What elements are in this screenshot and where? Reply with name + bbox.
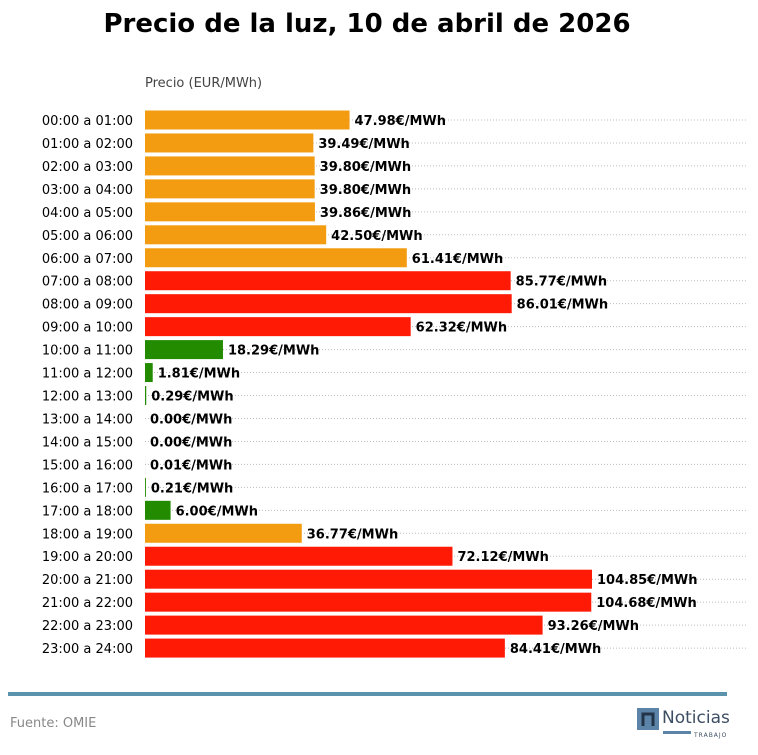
- y-tick-label: 06:00 a 07:00: [42, 252, 133, 267]
- bar: [145, 363, 153, 383]
- bar: [145, 546, 453, 566]
- y-tick-label: 11:00 a 12:00: [42, 367, 133, 382]
- data-label: 1.81€/MWh: [158, 367, 240, 382]
- y-tick-label: 08:00 a 09:00: [42, 298, 133, 313]
- y-tick-label: 02:00 a 03:00: [42, 160, 133, 175]
- bar: [145, 477, 146, 497]
- data-label: 62.32€/MWh: [416, 321, 507, 336]
- data-label: 84.41€/MWh: [510, 642, 601, 657]
- bar: [145, 615, 543, 635]
- bar: [145, 523, 302, 543]
- bar: [145, 592, 592, 612]
- noticias-trabajo-logo: Noticias TRABAJO: [637, 708, 730, 739]
- logo-subtext: TRABAJO: [693, 732, 727, 739]
- bar: [145, 248, 407, 268]
- grid: [145, 119, 748, 649]
- bar: [145, 156, 315, 176]
- data-label: 39.49€/MWh: [318, 137, 409, 152]
- y-tick-label: 17:00 a 18:00: [42, 504, 133, 519]
- y-tick-label: 10:00 a 11:00: [42, 344, 133, 359]
- data-label: 42.50€/MWh: [331, 229, 422, 244]
- data-label: 72.12€/MWh: [457, 550, 548, 565]
- data-label: 0.21€/MWh: [151, 481, 233, 496]
- data-label: 0.00€/MWh: [150, 412, 232, 427]
- bars: 00:00 a 01:00 47.98€/MWh 01:00 a 02:00 39.4…: [42, 110, 698, 658]
- bar: [145, 225, 327, 245]
- y-tick-label: 19:00 a 20:00: [42, 550, 133, 565]
- y-tick-label: 05:00 a 06:00: [42, 229, 133, 244]
- data-label: 61.41€/MWh: [412, 252, 503, 267]
- y-tick-label: 12:00 a 13:00: [42, 390, 133, 405]
- data-label: 0.01€/MWh: [150, 458, 232, 473]
- data-label: 47.98€/MWh: [355, 114, 446, 129]
- data-label: 36.77€/MWh: [307, 527, 398, 542]
- y-tick-label: 16:00 a 17:00: [42, 481, 133, 496]
- y-tick-label: 20:00 a 21:00: [42, 573, 133, 588]
- bar: [145, 638, 505, 658]
- bar: [145, 202, 315, 222]
- bar: [145, 294, 512, 314]
- data-label: 18.29€/MWh: [228, 344, 319, 359]
- x-axis-label: Precio (EUR/MWh): [145, 76, 262, 91]
- y-tick-label: 15:00 a 16:00: [42, 458, 133, 473]
- data-label: 104.68€/MWh: [596, 596, 697, 611]
- bar: [145, 569, 592, 589]
- y-tick-label: 09:00 a 10:00: [42, 321, 133, 336]
- data-label: 86.01€/MWh: [517, 298, 608, 313]
- logo-text: Noticias: [662, 708, 730, 728]
- bar: [145, 133, 314, 153]
- y-tick-label: 04:00 a 05:00: [42, 206, 133, 221]
- data-label: 104.85€/MWh: [597, 573, 698, 588]
- y-tick-label: 01:00 a 02:00: [42, 137, 133, 152]
- footer-rule: [8, 692, 727, 696]
- bar: [145, 179, 315, 199]
- source-text: Fuente: OMIE: [10, 716, 96, 731]
- y-tick-label: 14:00 a 15:00: [42, 435, 133, 450]
- y-tick-label: 18:00 a 19:00: [42, 527, 133, 542]
- bar: [145, 386, 147, 406]
- y-tick-label: 13:00 a 14:00: [42, 412, 133, 427]
- data-label: 6.00€/MWh: [176, 504, 258, 519]
- y-tick-label: 21:00 a 22:00: [42, 596, 133, 611]
- data-label: 39.86€/MWh: [320, 206, 411, 221]
- bar: [145, 340, 223, 360]
- data-label: 85.77€/MWh: [516, 275, 607, 290]
- data-label: 0.00€/MWh: [150, 435, 232, 450]
- data-label: 0.29€/MWh: [151, 390, 233, 405]
- chart-title: Precio de la luz, 10 de abril de 2026: [103, 9, 630, 39]
- y-tick-label: 22:00 a 23:00: [42, 619, 133, 634]
- data-label: 93.26€/MWh: [548, 619, 639, 634]
- bar: [145, 317, 411, 337]
- bar: [145, 500, 171, 520]
- y-tick-label: 07:00 a 08:00: [42, 275, 133, 290]
- y-tick-label: 03:00 a 04:00: [42, 183, 133, 198]
- bar: [145, 110, 350, 130]
- data-label: 39.80€/MWh: [320, 160, 411, 175]
- y-tick-label: 00:00 a 01:00: [42, 114, 133, 129]
- data-label: 39.80€/MWh: [320, 183, 411, 198]
- bar: [145, 271, 511, 291]
- y-tick-label: 23:00 a 24:00: [42, 642, 133, 657]
